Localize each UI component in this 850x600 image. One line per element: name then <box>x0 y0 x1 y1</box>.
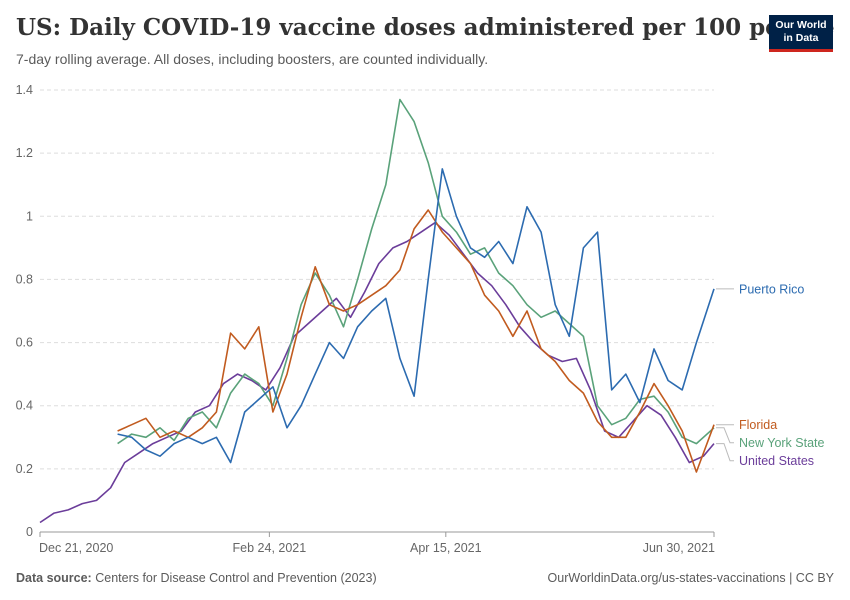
series-line <box>117 209 715 473</box>
legend-label: Puerto Rico <box>739 282 804 296</box>
chart-subtitle: 7-day rolling average. All doses, includ… <box>16 51 489 67</box>
axis-layer: 0 0.2 0.4 0.6 0.8 1 1.2 1.4 Dec 21, 2020 Feb 24, … <box>16 83 715 555</box>
legend-label: Florida <box>739 418 777 432</box>
x-tick-label: Dec 21, 2020 <box>39 541 113 555</box>
y-tick-label: 0.4 <box>16 399 33 413</box>
legend-connector <box>716 443 734 462</box>
y-tick-label: 1 <box>26 209 33 223</box>
x-tick-label: Feb 24, 2021 <box>233 541 307 555</box>
source-label: Data source: <box>16 571 92 585</box>
footer-url-license[interactable]: OurWorldinData.org/us-states-vaccination… <box>547 571 834 585</box>
logo-line-2: in Data <box>783 32 819 44</box>
legend-labels: Puerto Rico Florida New York State United S… <box>716 282 825 468</box>
series-line <box>117 98 715 445</box>
y-tick-label: 0.6 <box>16 336 33 350</box>
grid-layer <box>40 89 714 470</box>
series-line <box>117 168 715 464</box>
source-text: Centers for Disease Control and Preventi… <box>95 571 377 585</box>
owid-logo[interactable]: Our World in Data <box>769 15 833 52</box>
legend-connector <box>716 427 734 444</box>
footer-source: Data source: Centers for Disease Control… <box>16 571 377 585</box>
y-tick-label: 1.4 <box>16 83 33 97</box>
legend-label: United States <box>739 454 814 468</box>
legend-label: New York State <box>739 436 825 450</box>
series-layer <box>39 98 715 524</box>
y-tick-label: 0.8 <box>16 272 33 286</box>
x-tick-label: Apr 15, 2021 <box>410 541 482 555</box>
series-line <box>39 221 715 524</box>
y-tick-label: 0.2 <box>16 462 33 476</box>
y-tick-label: 0 <box>26 525 33 539</box>
y-tick-label: 1.2 <box>16 146 33 160</box>
logo-line-1: Our World <box>775 19 827 31</box>
x-tick-label: Jun 30, 2021 <box>643 541 715 555</box>
chart-title: US: Daily COVID-19 vaccine doses adminis… <box>16 14 835 41</box>
